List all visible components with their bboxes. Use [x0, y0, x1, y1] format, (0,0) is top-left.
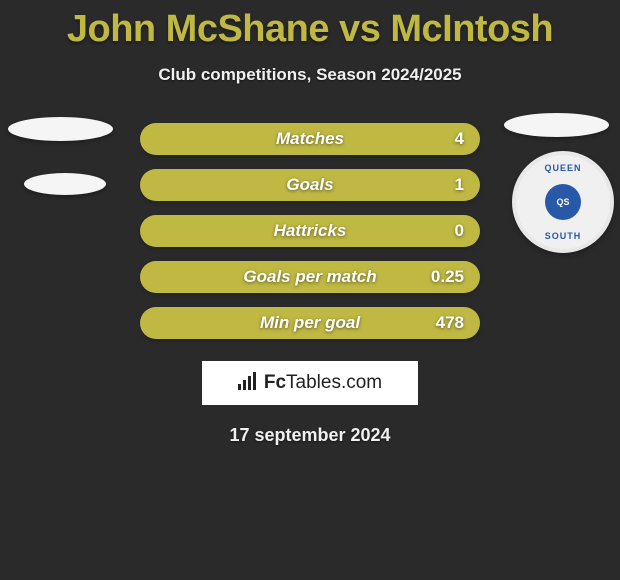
- subtitle: Club competitions, Season 2024/2025: [0, 65, 620, 85]
- stat-row: Hattricks0: [140, 215, 480, 247]
- badge-text-top: QUEEN: [516, 163, 610, 173]
- brand-text: FcTables.com: [264, 372, 382, 394]
- stat-rows: Matches4Goals1Hattricks0Goals per match0…: [140, 123, 480, 339]
- ellipse-placeholder: [8, 117, 113, 141]
- brand-chart-icon: [238, 372, 260, 395]
- stats-area: QUEEN QS SOUTH Matches4 Goals1 Hattricks0 G…: [0, 123, 620, 339]
- stat-value: 0.25: [431, 267, 464, 287]
- stat-label: Hattricks: [140, 221, 480, 241]
- brand-suffix: Tables.com: [286, 372, 382, 393]
- stat-value: 478: [436, 313, 464, 333]
- stat-label: Min per goal: [140, 313, 480, 333]
- brand-inner: FcTables.com: [238, 372, 382, 395]
- club-badge: QUEEN QS SOUTH: [512, 151, 614, 253]
- stat-value: 4: [455, 129, 464, 149]
- badge-center: QS: [545, 184, 581, 220]
- stat-label: Matches: [140, 129, 480, 149]
- ellipse-placeholder: [24, 173, 106, 195]
- right-placeholder-group: QUEEN QS SOUTH: [504, 113, 614, 253]
- infographic-container: John McShane vs McIntosh Club competitio…: [0, 8, 620, 580]
- stat-value: 1: [455, 175, 464, 195]
- badge-text-bottom: SOUTH: [516, 231, 610, 241]
- stat-row: Goals1: [140, 169, 480, 201]
- left-placeholder-group: [8, 117, 113, 227]
- stat-row: Min per goal478: [140, 307, 480, 339]
- page-title: John McShane vs McIntosh: [0, 8, 620, 51]
- brand-box[interactable]: FcTables.com: [202, 361, 418, 405]
- date-text: 17 september 2024: [0, 425, 620, 446]
- stat-value: 0: [455, 221, 464, 241]
- stat-label: Goals: [140, 175, 480, 195]
- brand-prefix: Fc: [264, 372, 286, 393]
- ellipse-placeholder: [504, 113, 609, 137]
- club-badge-inner: QUEEN QS SOUTH: [516, 155, 610, 249]
- stat-label: Goals per match: [140, 267, 480, 287]
- stat-row: Goals per match0.25: [140, 261, 480, 293]
- stat-row: Matches4: [140, 123, 480, 155]
